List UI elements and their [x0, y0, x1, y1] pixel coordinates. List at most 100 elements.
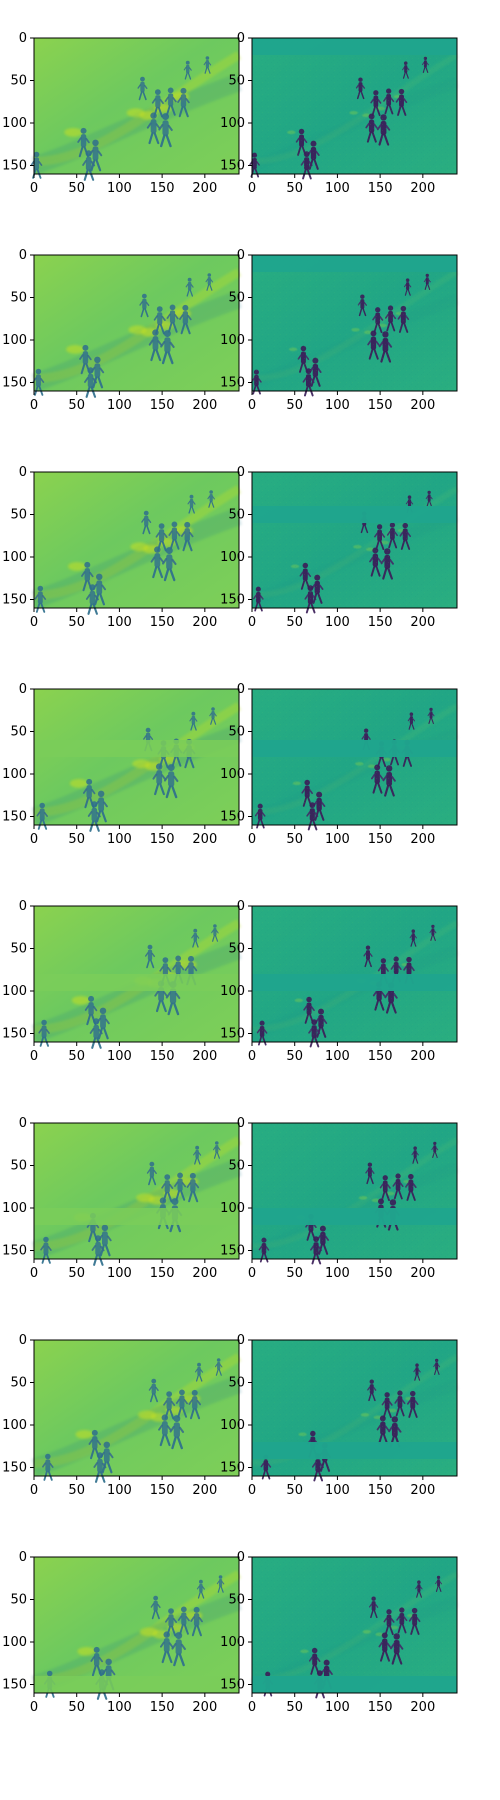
walker-leg-left-left-5-7	[86, 1014, 91, 1026]
walker-leg-right-left-7-6	[176, 1436, 183, 1450]
walker-arm-right-left-8-3	[185, 1616, 190, 1622]
walker-head-left-1-10	[33, 151, 40, 158]
walker-leg-left-left-8-3	[179, 1624, 184, 1635]
walker-arm-left-left-7-4	[188, 1399, 193, 1405]
walker-leg-right-left-5-12	[214, 935, 219, 942]
left-panel-row-3-ytick-label-150: 150	[2, 593, 27, 608]
right-panel-row-4-ytick-label-0: 0	[237, 682, 245, 697]
walker-body-left-6-9	[95, 1241, 101, 1256]
walker-body-left-7-5	[161, 1421, 168, 1436]
left-panel-row-1-xtick-label-150: 150	[150, 181, 175, 196]
walker-body-left-8-12	[218, 1578, 223, 1587]
left-panel-row-6-xtick-label-0: 0	[30, 1266, 38, 1281]
walker-arm-right-left-3-12	[212, 496, 215, 500]
left-panel-row-2-xtick-label-200: 200	[192, 398, 217, 413]
walker-arm-left-left-6-2	[161, 1183, 166, 1189]
walker-arm-right-left-1-7	[85, 137, 90, 144]
walker-body-left-2-10	[35, 374, 41, 387]
walker-leg-right-left-4-5	[159, 783, 165, 796]
walker-leg-left-left-7-12	[215, 1369, 219, 1376]
right-panel-row-1-ytick-label-0: 0	[237, 31, 245, 46]
walker-body-left-7-8	[103, 1448, 110, 1463]
walker-arm-right-left-2-12	[210, 279, 214, 283]
left-panel-row-1-ytick-label-100: 100	[2, 116, 27, 131]
walker-arm-left-left-3-11	[187, 500, 191, 505]
walker-leg-left-left-5-1	[146, 959, 150, 969]
walker-arm-left-left-8-4	[190, 1616, 195, 1622]
walker-head-left-6-4	[189, 1172, 196, 1179]
walker-head-left-1-11	[185, 60, 190, 65]
walker-head-left-7-4	[191, 1389, 198, 1396]
walker-body-left-5-8	[100, 1014, 106, 1029]
walker-head-left-8-10	[46, 1670, 53, 1677]
walker-leg-left-left-3-7	[82, 580, 88, 592]
left-panel-row-8-xtick-label-100: 100	[107, 1700, 132, 1715]
walker-leg-right-left-6-3	[180, 1190, 186, 1201]
walker-leg-right-left-8-1	[155, 1610, 160, 1620]
walker-body-left-8-2	[168, 1614, 174, 1627]
right-panel-row-7-xtick-label-200: 200	[410, 1483, 435, 1498]
walker-body-left-3-3	[171, 527, 178, 541]
walker-arm-left-left-5-7	[84, 1005, 90, 1011]
left-panel-row-3-ytick-label-100: 100	[2, 550, 27, 565]
walker-head-left-8-12	[218, 1575, 223, 1579]
right-panel-row-1-frame	[251, 37, 458, 175]
left-panel-row-6-xtick-label-100: 100	[107, 1266, 132, 1281]
right-panel-row-4-ytick-label-150: 150	[220, 810, 245, 825]
walker-body-left-6-2	[164, 1180, 170, 1193]
left-panel-row-2-bright-streak-5	[66, 344, 85, 354]
right-panel-row-7: 0 50 100 150 200 0 50 100 150	[220, 1333, 459, 1498]
walker-leg-right-left-2-8	[97, 376, 104, 389]
walker-arm-left-left-4-10	[36, 811, 41, 817]
right-panel-row-2-xtick-label-150: 150	[368, 398, 393, 413]
walker-arm-left-left-8-12	[216, 1580, 220, 1585]
walker-arm-right-left-5-9	[98, 1028, 103, 1035]
walker-leg-right-left-3-8	[99, 593, 105, 606]
walker-arm-right-left-4-9	[96, 811, 101, 818]
walker-arm-right-left-2-7	[87, 354, 92, 361]
walker-arm-right-left-1-5	[155, 123, 161, 130]
walker-leg-right-left-3-3	[174, 539, 180, 550]
walker-arm-right-left-7-7	[96, 1439, 102, 1446]
left-panel-row-5-xtick-label-100: 100	[107, 1049, 132, 1064]
walker-arm-left-left-6-11	[193, 1151, 196, 1156]
walker-arm-right-left-7-3	[183, 1399, 188, 1405]
right-panel-row-7-xtick-label-150: 150	[368, 1483, 393, 1498]
walker-arm-right-left-8-4	[198, 1616, 203, 1623]
right-panel-row-1-xtick-label-0: 0	[248, 181, 256, 196]
right-panel-row-1-noise-overlay	[252, 38, 457, 174]
walker-arm-right-left-6-4	[194, 1182, 200, 1189]
walker-leg-right-left-8-2	[171, 1625, 177, 1637]
walker-leg-left-left-7-11	[195, 1374, 199, 1382]
left-panel-row-7-ytick-label-100: 100	[2, 1418, 27, 1433]
walker-head-left-3-7	[84, 561, 91, 568]
walker-arm-right-left-3-7	[89, 571, 94, 578]
right-panel-row-7-xtick-label-100: 100	[325, 1483, 350, 1498]
left-panel-row-2-frame	[33, 254, 240, 392]
walker-head-left-3-5	[154, 546, 161, 553]
left-panel-row-6-xtick-label-150: 150	[150, 1266, 175, 1281]
right-panel-row-2-ytick-label-0: 0	[237, 248, 245, 263]
walker-arm-right-left-7-10	[49, 1462, 54, 1468]
right-panel-row-3-frame	[251, 471, 458, 609]
walker-leg-left-left-1-6	[160, 134, 166, 148]
walker-body-left-2-9	[87, 373, 94, 388]
walker-body-left-7-3	[179, 1395, 185, 1409]
walker-body-left-6-8	[101, 1231, 108, 1246]
walker-body-left-7-11	[197, 1366, 201, 1376]
walker-head-left-4-12	[211, 707, 215, 711]
walker-head-left-3-1	[143, 510, 149, 516]
walker-leg-left-left-1-5	[148, 132, 154, 145]
walker-leg-left-left-4-6	[165, 785, 172, 799]
right-panel-row-3-missing-band	[252, 506, 457, 523]
left-panel-row-7-ytick-label-150: 150	[2, 1461, 27, 1476]
left-panel-row-4-frame	[33, 688, 240, 826]
left-panel-row-6-ytick-label-50: 50	[10, 1159, 27, 1174]
walker-arm-right-left-3-10	[41, 594, 47, 600]
walker-head-left-2-6	[163, 330, 171, 338]
walker-leg-left-left-2-9	[85, 386, 91, 398]
walker-arm-left-left-3-1	[141, 518, 145, 523]
walker-leg-left-left-6-12	[213, 1152, 217, 1159]
